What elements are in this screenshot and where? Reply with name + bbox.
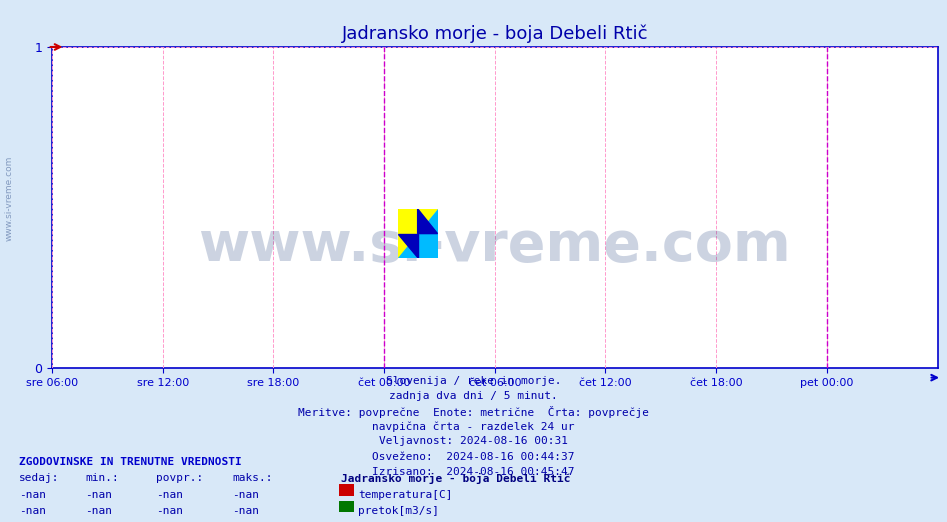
Text: maks.:: maks.: <box>232 473 273 483</box>
Text: www.si-vreme.com: www.si-vreme.com <box>199 219 791 273</box>
Polygon shape <box>398 209 438 258</box>
Text: -nan: -nan <box>156 506 184 516</box>
Text: Veljavnost: 2024-08-16 00:31: Veljavnost: 2024-08-16 00:31 <box>379 436 568 446</box>
Text: min.:: min.: <box>85 473 119 483</box>
Text: -nan: -nan <box>19 490 46 500</box>
Text: Jadransko morje - boja Debeli Rtič: Jadransko morje - boja Debeli Rtič <box>341 473 570 484</box>
Text: -nan: -nan <box>156 490 184 500</box>
Text: ZGODOVINSKE IN TRENUTNE VREDNOSTI: ZGODOVINSKE IN TRENUTNE VREDNOSTI <box>19 457 241 467</box>
Text: sedaj:: sedaj: <box>19 473 60 483</box>
Text: -nan: -nan <box>232 490 259 500</box>
Text: Meritve: povprečne  Enote: metrične  Črta: povprečje: Meritve: povprečne Enote: metrične Črta:… <box>298 406 649 418</box>
Polygon shape <box>418 209 438 234</box>
Text: -nan: -nan <box>19 506 46 516</box>
Text: temperatura[C]: temperatura[C] <box>358 490 453 500</box>
Title: Jadransko morje - boja Debeli Rtič: Jadransko morje - boja Debeli Rtič <box>342 24 648 43</box>
Text: Izrisano:  2024-08-16 00:45:47: Izrisano: 2024-08-16 00:45:47 <box>372 467 575 477</box>
Polygon shape <box>398 209 438 258</box>
Text: pretok[m3/s]: pretok[m3/s] <box>358 506 439 516</box>
Text: povpr.:: povpr.: <box>156 473 204 483</box>
Text: -nan: -nan <box>85 490 113 500</box>
Text: Osveženo:  2024-08-16 00:44:37: Osveženo: 2024-08-16 00:44:37 <box>372 452 575 461</box>
Text: -nan: -nan <box>232 506 259 516</box>
Text: zadnja dva dni / 5 minut.: zadnja dva dni / 5 minut. <box>389 391 558 401</box>
Text: -nan: -nan <box>85 506 113 516</box>
Text: Slovenija / reke in morje.: Slovenija / reke in morje. <box>385 376 562 386</box>
Text: navpična črta - razdelek 24 ur: navpična črta - razdelek 24 ur <box>372 421 575 432</box>
Text: www.si-vreme.com: www.si-vreme.com <box>5 156 14 241</box>
Polygon shape <box>398 234 418 258</box>
